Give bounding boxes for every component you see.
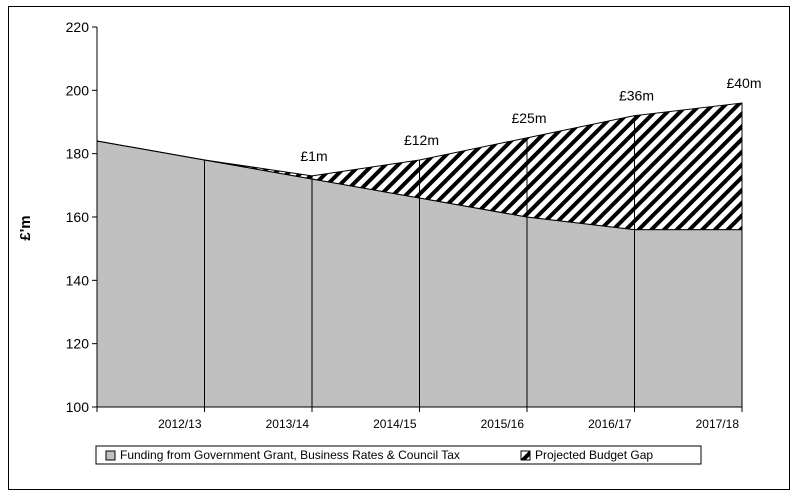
gap-annotation-label: £1m	[300, 148, 327, 164]
x-tick-label: 2013/14	[266, 417, 310, 431]
legend-label-gap: Projected Budget Gap	[535, 448, 653, 462]
legend: Funding from Government Grant, Business …	[95, 445, 702, 465]
gap-annotation-label: £36m	[619, 88, 654, 104]
x-tick-label: 2017/18	[696, 417, 740, 431]
legend-label-funding: Funding from Government Grant, Business …	[120, 448, 460, 462]
legend-swatch-gap	[520, 450, 531, 461]
gap-annotations: £1m £12m £25m £36m £40m	[300, 75, 761, 164]
y-axis: 100 120 140 160 180 200 220	[66, 19, 98, 415]
chart-frame	[8, 6, 790, 490]
gap-annotation-label: £12m	[404, 132, 439, 148]
x-tick-label: 2012/13	[158, 417, 202, 431]
x-tick-label: 2015/16	[481, 417, 525, 431]
gap-annotation-label: £40m	[726, 75, 761, 91]
gap-annotation-label: £25m	[511, 110, 546, 126]
y-axis-label: £'m	[17, 215, 34, 240]
y-tick-label: 140	[66, 272, 90, 288]
y-tick-label: 120	[66, 336, 90, 352]
x-tick-label: 2016/17	[588, 417, 632, 431]
x-tick-label: 2014/15	[373, 417, 417, 431]
y-tick-label: 160	[66, 209, 90, 225]
y-tick-label: 200	[66, 82, 90, 98]
legend-box	[95, 445, 702, 465]
y-tick-label: 180	[66, 146, 90, 162]
legend-swatch-funding	[105, 450, 116, 461]
plot-area	[96, 102, 743, 408]
x-axis: 2012/13 2013/14 2014/15 2015/16 2016/17 2017/…	[96, 406, 743, 431]
y-tick-label: 100	[66, 399, 90, 415]
y-tick-label: 220	[66, 19, 90, 35]
